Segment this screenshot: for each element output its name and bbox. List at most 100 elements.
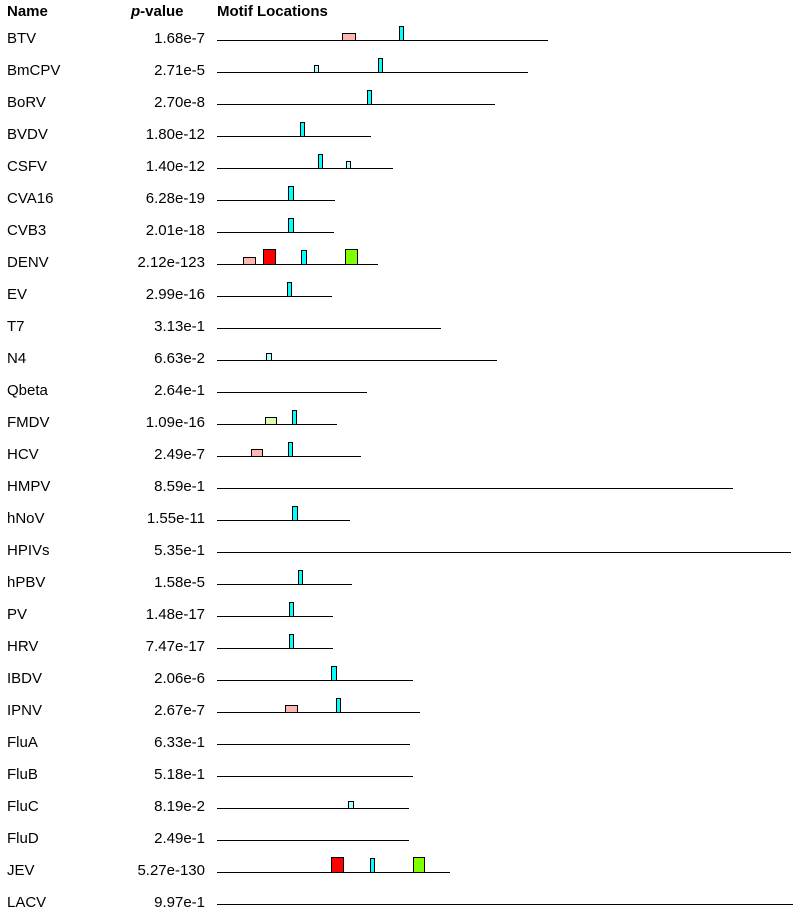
sequence-pvalue: 1.09e-16: [145, 414, 205, 431]
motif-block-lightgreen: [265, 417, 277, 425]
sequence-name: HPIVs: [7, 542, 50, 559]
motif-block-cyan: [331, 666, 337, 681]
sequence-name: PV: [7, 606, 28, 623]
motif-block-cyan: [287, 282, 292, 297]
sequence-line: [217, 264, 378, 265]
sequence-name: LACV: [7, 894, 47, 911]
sequence-pvalue: 2.49e-7: [154, 446, 205, 463]
sequence-line: [217, 904, 793, 905]
motif-block-cyan: [289, 602, 294, 617]
motif-track: [217, 570, 801, 602]
motif-track: [217, 506, 801, 538]
motif-track: [217, 58, 801, 90]
table-row: FluB 5.18e-1: [0, 762, 801, 794]
table-row: hPBV 1.58e-5: [0, 570, 801, 602]
sequence-line: [217, 232, 334, 233]
motif-block-pink: [251, 449, 263, 457]
sequence-line: [217, 776, 413, 777]
column-header-motif-locations: Motif Locations: [217, 3, 328, 20]
sequence-line: [217, 840, 409, 841]
sequence-pvalue: 1.40e-12: [145, 158, 205, 175]
sequence-name: BmCPV: [7, 62, 61, 79]
motif-block-cyan: [301, 250, 307, 265]
sequence-pvalue: 2.67e-7: [154, 702, 205, 719]
motif-track: [217, 410, 801, 442]
sequence-name: FMDV: [7, 414, 50, 431]
motif-block-cyan: [336, 698, 341, 713]
sequence-line: [217, 584, 352, 585]
sequence-pvalue: 1.80e-12: [145, 126, 205, 143]
sequence-name: T7: [7, 318, 25, 335]
sequence-line: [217, 296, 332, 297]
sequence-name: FluA: [7, 734, 38, 751]
sequence-line: [217, 648, 333, 649]
motif-block-cyan: [367, 90, 372, 105]
table-row: HMPV 8.59e-1: [0, 474, 801, 506]
motif-track: [217, 442, 801, 474]
sequence-name: CVA16: [7, 190, 54, 207]
motif-block-pink: [285, 705, 298, 713]
sequence-name: BTV: [7, 30, 37, 47]
table-row: EV 2.99e-16: [0, 282, 801, 314]
table-row: HRV 7.47e-17: [0, 634, 801, 666]
sequence-pvalue: 2.06e-6: [154, 670, 205, 687]
table-row: BVDV 1.80e-12: [0, 122, 801, 154]
sequence-name: Qbeta: [7, 382, 48, 399]
table-row: Qbeta 2.64e-1: [0, 378, 801, 410]
table-row: DENV 2.12e-123: [0, 249, 801, 282]
sequence-pvalue: 9.97e-1: [154, 894, 205, 911]
table-row: PV 1.48e-17: [0, 602, 801, 634]
motif-block-cyan: [288, 186, 294, 201]
motif-track: [217, 666, 801, 698]
motif-track: [217, 730, 801, 762]
sequence-name: EV: [7, 286, 28, 303]
table-row: FluC 8.19e-2: [0, 794, 801, 826]
pvalue-suffix: -value: [140, 3, 184, 20]
sequence-line: [217, 200, 335, 201]
table-row: BoRV 2.70e-8: [0, 90, 801, 122]
motif-track: [217, 698, 801, 730]
motif-block-lightcyan: [266, 353, 272, 361]
motif-block-pink: [243, 257, 256, 265]
pvalue-italic-p: p: [131, 3, 141, 20]
sequence-line: [217, 712, 420, 713]
sequence-pvalue: 8.19e-2: [154, 798, 205, 815]
motif-track: [217, 122, 801, 154]
sequence-line: [217, 40, 548, 41]
motif-block-pink: [342, 33, 356, 41]
sequence-line: [217, 72, 528, 73]
motif-track: [217, 474, 801, 506]
sequence-pvalue: 2.70e-8: [154, 94, 205, 111]
sequence-pvalue: 6.63e-2: [154, 350, 205, 367]
motif-track: [217, 794, 801, 826]
motif-block-cyan: [399, 26, 404, 41]
sequence-pvalue: 2.49e-1: [154, 830, 205, 847]
sequence-line: [217, 136, 371, 137]
sequence-name: hPBV: [7, 574, 46, 591]
sequence-line: [217, 616, 333, 617]
sequence-name: CSFV: [7, 158, 48, 175]
motif-block-cyan: [288, 218, 294, 233]
motif-track: [217, 602, 801, 634]
motif-block-lightcyan: [314, 65, 319, 73]
sequence-pvalue: 6.28e-19: [145, 190, 205, 207]
motif-track: [217, 826, 801, 858]
motif-block-cyan: [378, 58, 383, 73]
table-row: BmCPV 2.71e-5: [0, 58, 801, 90]
table-row: JEV 5.27e-130: [0, 857, 801, 890]
table-row: HCV 2.49e-7: [0, 442, 801, 474]
column-header-name: Name: [7, 3, 48, 20]
sequence-pvalue: 5.27e-130: [137, 862, 205, 879]
sequence-pvalue: 2.64e-1: [154, 382, 205, 399]
sequence-pvalue: 2.99e-16: [145, 286, 205, 303]
sequence-name: HCV: [7, 446, 39, 463]
motif-track: [217, 218, 801, 250]
motif-block-lightcyan: [348, 801, 354, 809]
sequence-name: CVB3: [7, 222, 47, 239]
sequence-pvalue: 3.13e-1: [154, 318, 205, 335]
motif-block-cyan: [298, 570, 303, 585]
sequence-name: FluC: [7, 798, 39, 815]
sequence-name: N4: [7, 350, 27, 367]
sequence-pvalue: 2.12e-123: [137, 254, 205, 271]
sequence-name: DENV: [7, 254, 49, 271]
